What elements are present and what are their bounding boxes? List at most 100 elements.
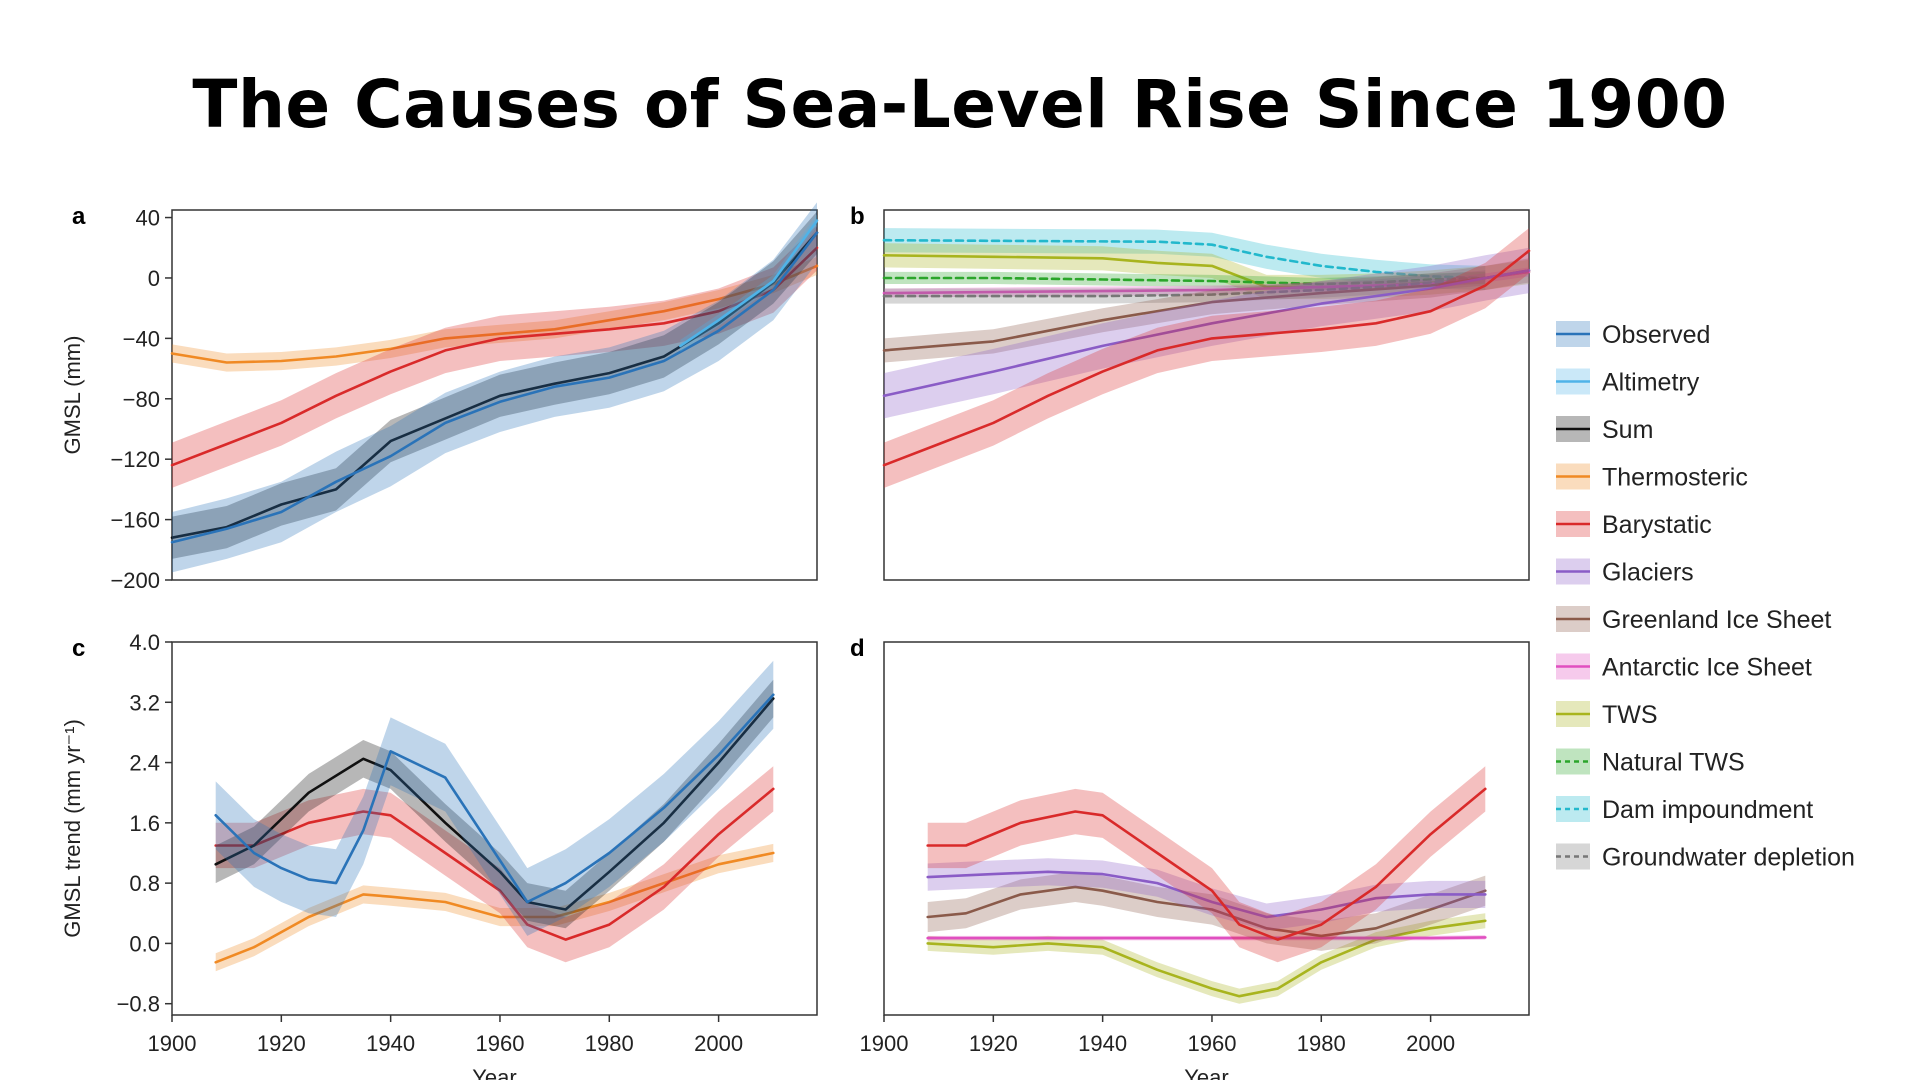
x-tick-label: 1900 bbox=[148, 1031, 197, 1056]
x-axis-label: Year bbox=[1184, 1065, 1228, 1080]
band-altimetry bbox=[680, 214, 817, 352]
band-observed bbox=[215, 660, 774, 936]
legend-item-observed: Observed bbox=[1556, 321, 1710, 349]
legend-label: Antarctic Ice Sheet bbox=[1602, 654, 1812, 682]
band-barystatic bbox=[884, 228, 1529, 488]
y-tick-label: 0.0 bbox=[129, 931, 160, 956]
x-tick-label: 1940 bbox=[1078, 1031, 1127, 1056]
panel-label-d: d bbox=[850, 635, 865, 662]
y-tick-label: −200 bbox=[110, 568, 160, 593]
y-tick-label: −40 bbox=[123, 326, 160, 351]
legend-label: Thermosteric bbox=[1602, 464, 1748, 492]
legend-item-glaciers: Glaciers bbox=[1556, 558, 1694, 587]
series-line-thermosteric bbox=[214, 851, 775, 964]
band-glaciers bbox=[884, 247, 1529, 419]
legend-item-sum: Sum bbox=[1556, 416, 1653, 444]
legend-label: Sum bbox=[1602, 416, 1653, 444]
band-thermosteric bbox=[215, 843, 774, 972]
legend-item-barystatic: Barystatic bbox=[1556, 511, 1712, 539]
y-tick-label: 1.6 bbox=[129, 811, 160, 836]
plot-frame-d bbox=[883, 641, 1530, 1016]
series-line-dam bbox=[882, 238, 1487, 280]
legend-item-dam: Dam impoundment bbox=[1556, 796, 1813, 824]
band-sum bbox=[215, 679, 774, 929]
x-axis-label: Year bbox=[472, 1065, 516, 1080]
band-greenland bbox=[884, 258, 1529, 363]
legend-label: TWS bbox=[1602, 701, 1658, 729]
legend-label: Dam impoundment bbox=[1602, 796, 1813, 824]
y-tick-label: −0.8 bbox=[117, 992, 160, 1017]
legend-item-thermosteric: Thermosteric bbox=[1556, 463, 1748, 492]
series-line-sum bbox=[170, 231, 819, 540]
y-axis-label: GMSL (mm) bbox=[60, 336, 85, 455]
y-tick-label: 4.0 bbox=[129, 630, 160, 655]
series-line-barystatic bbox=[214, 787, 775, 941]
legend-label: Groundwater depletion bbox=[1602, 844, 1855, 872]
y-tick-label: 0 bbox=[148, 266, 160, 291]
series-line-sum bbox=[214, 697, 775, 911]
x-tick-label: 1920 bbox=[969, 1031, 1018, 1056]
series-line-glaciers bbox=[882, 269, 1531, 398]
legend-item-antarctic: Antarctic Ice Sheet bbox=[1556, 653, 1812, 682]
plot-frame-c bbox=[171, 641, 818, 1016]
series-line-thermosteric bbox=[170, 264, 819, 364]
band-observed bbox=[172, 202, 817, 573]
panel-c: c 4.0 3.2 2.4 1.6 0.8 0.0 −0.8 1900 1920 1940 1960 1… bbox=[60, 630, 818, 1080]
y-tick-label: −80 bbox=[123, 387, 160, 412]
y-tick-label: 2.4 bbox=[129, 751, 160, 776]
legend-label: Observed bbox=[1602, 321, 1710, 349]
legend-item-altimetry: Altimetry bbox=[1556, 368, 1700, 397]
series-line-antarctic bbox=[926, 936, 1487, 940]
x-tick-label: 1980 bbox=[1297, 1031, 1346, 1056]
panel-b: b bbox=[850, 203, 1531, 581]
y-tick-label: 40 bbox=[136, 206, 160, 231]
chart-title: The Causes of Sea-Level Rise Since 1900 bbox=[192, 66, 1728, 143]
x-tick-label: 2000 bbox=[1406, 1031, 1455, 1056]
x-tick-label: 1980 bbox=[585, 1031, 634, 1056]
legend-item-groundwater: Groundwater depletion bbox=[1556, 843, 1855, 872]
legend-item-tws: TWS bbox=[1556, 701, 1658, 729]
series-line-groundwater bbox=[882, 276, 1487, 298]
series-line-greenland bbox=[926, 885, 1487, 938]
x-tick-label: 1920 bbox=[257, 1031, 306, 1056]
series-line-natural_tws bbox=[882, 276, 1487, 286]
band-greenland bbox=[927, 871, 1486, 951]
band-barystatic bbox=[927, 766, 1486, 963]
x-tick-label: 1960 bbox=[1187, 1031, 1236, 1056]
band-glaciers bbox=[927, 858, 1486, 931]
legend-label: Natural TWS bbox=[1602, 749, 1745, 777]
series-line-barystatic bbox=[882, 249, 1531, 467]
y-axis-label: GMSL trend (mm yr⁻¹) bbox=[60, 719, 85, 938]
x-tick-label: 2000 bbox=[694, 1031, 743, 1056]
y-tick-label: 0.8 bbox=[129, 871, 160, 896]
panel-a: a 40 0 −40 −80 −120 −160 −200 GMSL (mm) bbox=[60, 202, 819, 593]
plot-frame-a bbox=[171, 209, 818, 581]
panel-label-a: a bbox=[72, 203, 86, 230]
legend-label: Altimetry bbox=[1602, 369, 1700, 397]
y-tick-label: −160 bbox=[110, 508, 160, 533]
y-tick-label: −120 bbox=[110, 447, 160, 472]
band-thermosteric bbox=[172, 256, 817, 372]
series-line-barystatic bbox=[170, 246, 819, 467]
legend: Observed Altimetry Sum Thermosteric Barystat… bbox=[1556, 321, 1855, 872]
series-line-barystatic bbox=[926, 787, 1487, 941]
x-tick-label: 1960 bbox=[475, 1031, 524, 1056]
series-line-observed bbox=[214, 693, 775, 904]
x-tick-label: 1940 bbox=[366, 1031, 415, 1056]
band-dam bbox=[884, 228, 1486, 290]
legend-item-greenland: Greenland Ice Sheet bbox=[1556, 606, 1831, 634]
band-sum bbox=[172, 211, 817, 559]
legend-label: Greenland Ice Sheet bbox=[1602, 606, 1831, 634]
panel-label-b: b bbox=[850, 203, 865, 230]
panel-d: d 1900 1920 1940 1960 1980 2000 Year bbox=[850, 635, 1530, 1080]
legend-item-natural_tws: Natural TWS bbox=[1556, 748, 1745, 777]
legend-label: Glaciers bbox=[1602, 559, 1694, 587]
legend-label: Barystatic bbox=[1602, 511, 1712, 539]
x-tick-label: 1900 bbox=[860, 1031, 909, 1056]
panel-label-c: c bbox=[72, 635, 85, 662]
band-barystatic bbox=[215, 766, 774, 963]
series-line-altimetry bbox=[678, 219, 819, 348]
series-line-observed bbox=[170, 231, 819, 544]
series-line-glaciers bbox=[926, 870, 1487, 919]
